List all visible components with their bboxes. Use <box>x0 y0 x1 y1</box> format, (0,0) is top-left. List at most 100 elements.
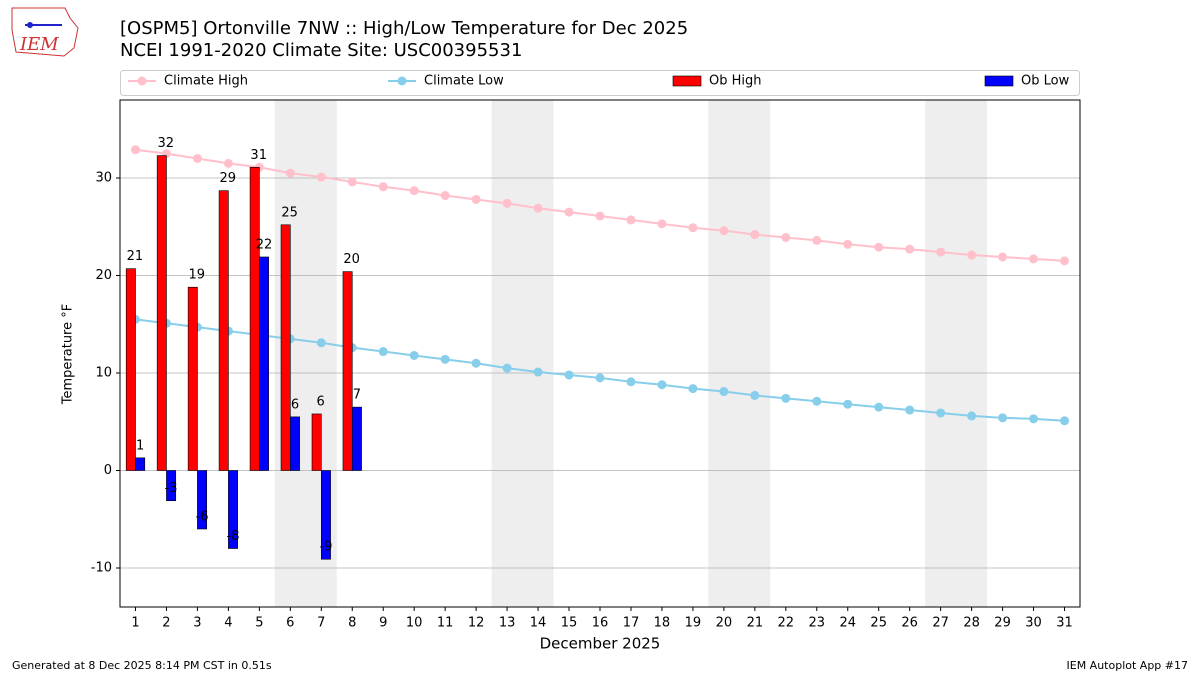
logo: IEM <box>11 7 79 57</box>
point <box>378 182 388 192</box>
weekend-shade <box>491 100 554 607</box>
point <box>409 186 419 196</box>
chart-subtitle: NCEI 1991-2020 Climate Site: USC00395531 <box>120 40 522 61</box>
x-tick-label: 9 <box>379 616 387 631</box>
y-tick-label: 10 <box>95 366 112 381</box>
legend-label: Climate Low <box>424 74 504 89</box>
point <box>781 393 791 403</box>
point <box>564 370 574 380</box>
y-tick-label: 20 <box>95 268 112 283</box>
bar <box>290 416 300 471</box>
legend-label: Ob High <box>709 74 762 89</box>
point <box>440 354 450 364</box>
legend <box>120 70 1080 96</box>
weekend-shade <box>925 100 988 607</box>
point <box>378 347 388 357</box>
point <box>502 198 512 208</box>
point <box>595 211 605 221</box>
point <box>874 242 884 252</box>
bar-label: 19 <box>189 268 206 283</box>
point <box>781 232 791 242</box>
bar <box>351 406 362 471</box>
point <box>936 247 946 257</box>
point <box>750 390 760 400</box>
footer-right: IEM Autoplot App #17 <box>1067 659 1189 672</box>
point <box>223 158 233 168</box>
bar-label: 21 <box>127 249 144 264</box>
y-tick-label: -10 <box>91 561 112 576</box>
logo-text: IEM <box>19 34 59 55</box>
bar <box>249 166 260 471</box>
point <box>626 377 636 387</box>
legend-marker <box>137 76 147 86</box>
logo-dot <box>27 22 33 28</box>
legend-marker <box>397 76 407 86</box>
point <box>533 367 543 377</box>
footer-left: Generated at 8 Dec 2025 8:14 PM CST in 0… <box>12 659 272 672</box>
bar <box>135 457 146 471</box>
point <box>657 380 667 390</box>
x-tick-label: 7 <box>317 616 325 631</box>
y-tick-label: 0 <box>104 463 112 478</box>
bar-label: 20 <box>343 252 360 267</box>
x-tick-label: 31 <box>1056 616 1073 631</box>
bar <box>342 271 353 471</box>
x-tick-label: 21 <box>747 616 764 631</box>
bar <box>187 286 198 471</box>
x-tick-label: 24 <box>839 616 856 631</box>
bar-label: -9 <box>319 540 332 555</box>
point <box>533 203 543 213</box>
bar-label: -8 <box>227 529 240 544</box>
x-tick-label: 15 <box>561 616 578 631</box>
legend-patch <box>672 75 702 87</box>
point <box>1060 416 1070 426</box>
chart-title: [OSPM5] Ortonville 7NW :: High/Low Tempe… <box>120 18 688 39</box>
legend-label: Ob Low <box>1021 74 1070 89</box>
bar <box>259 256 269 471</box>
point <box>1029 414 1039 424</box>
bar-label: -6 <box>196 510 209 525</box>
x-tick-label: 18 <box>654 616 671 631</box>
x-tick-label: 2 <box>162 616 170 631</box>
point <box>905 244 915 254</box>
x-tick-label: 22 <box>778 616 795 631</box>
point <box>719 387 729 397</box>
x-tick-label: 14 <box>530 616 547 631</box>
legend-label: Climate High <box>164 74 248 89</box>
bar <box>311 413 322 471</box>
x-tick-label: 8 <box>348 616 356 631</box>
bar <box>320 470 331 560</box>
x-tick-label: 3 <box>193 616 201 631</box>
bar-label: 6 <box>291 397 299 412</box>
x-tick-label: 4 <box>224 616 232 631</box>
x-tick-label: 5 <box>255 616 263 631</box>
bar-label: 7 <box>353 388 361 403</box>
point <box>843 399 853 409</box>
bar <box>166 470 177 502</box>
x-tick-label: 16 <box>592 616 609 631</box>
weekend-shade <box>708 100 771 607</box>
point <box>688 384 698 394</box>
x-tick-label: 28 <box>963 616 980 631</box>
x-tick-label: 13 <box>499 616 516 631</box>
x-tick-label: 20 <box>716 616 733 631</box>
x-tick-label: 12 <box>468 616 485 631</box>
point <box>626 215 636 225</box>
bar-label: 29 <box>219 171 236 186</box>
x-tick-label: 27 <box>932 616 949 631</box>
point <box>285 168 295 178</box>
x-tick-label: 30 <box>1025 616 1042 631</box>
point <box>130 145 140 155</box>
x-tick-label: 25 <box>870 616 887 631</box>
point <box>595 373 605 383</box>
x-tick-label: 6 <box>286 616 294 631</box>
x-tick-label: 1 <box>131 616 139 631</box>
x-axis-label: December 2025 <box>540 635 661 653</box>
y-axis-label: Temperature °F <box>61 304 76 405</box>
bar-label: 1 <box>136 438 144 453</box>
x-tick-label: 11 <box>437 616 454 631</box>
point <box>719 226 729 236</box>
point <box>998 413 1008 423</box>
